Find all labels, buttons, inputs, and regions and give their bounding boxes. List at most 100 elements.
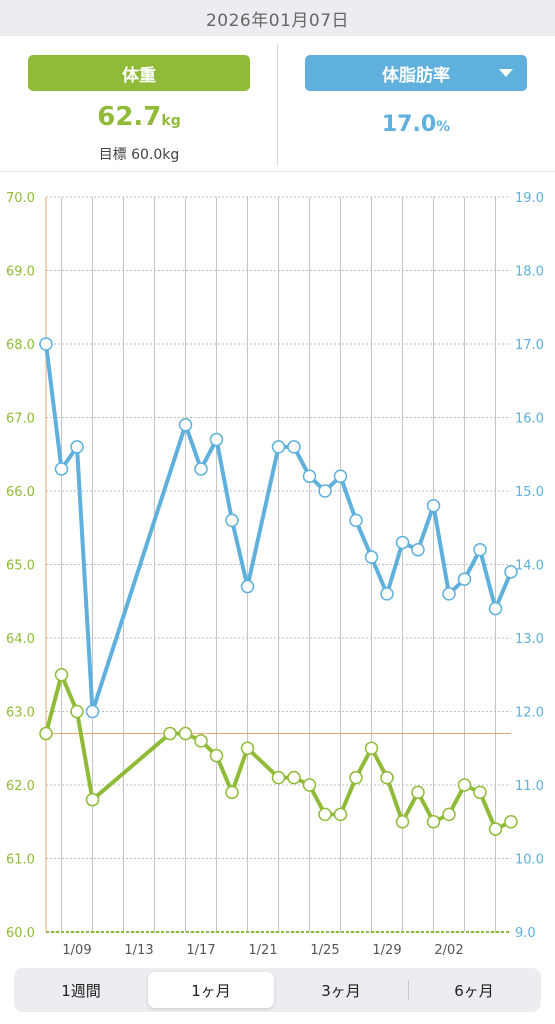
x-tick-label: 1/13 <box>124 943 153 958</box>
body-fat-data-point <box>240 579 255 594</box>
weight-data-point <box>488 822 503 836</box>
weight-data-point <box>395 815 410 829</box>
body-fat-data-point <box>39 337 53 351</box>
weight-data-point <box>426 815 441 829</box>
body-fat-data-point <box>473 543 487 557</box>
weight-bodyfat-chart[interactable]: 60.0 61.0 62.0 63.0 64.0 65.0 66.0 67.0 68.0 69.0… <box>0 172 555 962</box>
y-left-tick-label: 61.0 <box>6 853 35 868</box>
y-right-tick-label: 14.0 <box>515 559 544 574</box>
body-fat-data-point <box>194 462 208 476</box>
body-fat-unit: % <box>436 119 451 135</box>
body-fat-data-point <box>488 601 503 616</box>
tab-3-months[interactable]: 3ヶ月 <box>278 972 404 1008</box>
y-left-tick-label: 63.0 <box>6 706 35 721</box>
weight-data-point <box>271 770 286 785</box>
body-fat-data-point <box>85 704 100 719</box>
y-left-tick-label: 62.0 <box>6 779 35 794</box>
body-fat-data-point <box>302 469 317 484</box>
y-left-tick-label: 69.0 <box>6 265 35 280</box>
tab-separator <box>408 980 409 1000</box>
body-fat-data-point <box>442 587 456 601</box>
weight-data-point <box>194 734 208 748</box>
weight-data-point <box>380 770 394 785</box>
tab-label: 6ヶ月 <box>454 981 494 1000</box>
x-tick-label: 1/17 <box>186 943 215 958</box>
y-right-tick-label: 17.0 <box>515 338 544 353</box>
y-left-tick-label: 60.0 <box>6 926 35 941</box>
period-segmented-control: 1週間 1ヶ月 3ヶ月 6ヶ月 <box>14 968 541 1012</box>
y-left-tick-label: 65.0 <box>6 559 35 574</box>
weight-data-point <box>364 741 379 755</box>
metrics-panel: 体重 62.7kg 目標 60.0kg 体脂肪率 17.0% <box>0 36 555 172</box>
tab-label: 1週間 <box>61 981 101 1000</box>
date-label: 2026年01月07日 <box>205 10 350 31</box>
weight-label: 体重 <box>122 65 156 86</box>
tab-label: 3ヶ月 <box>321 981 361 1000</box>
tab-6-months[interactable]: 6ヶ月 <box>411 972 537 1008</box>
body-fat-data-point <box>178 418 193 432</box>
weight-data-point <box>39 726 53 741</box>
body-fat-data-point <box>70 440 84 454</box>
body-fat-data-point <box>54 462 69 476</box>
weight-data-point <box>163 726 177 741</box>
x-tick-label: 1/09 <box>62 943 91 958</box>
weight-data-point <box>333 807 348 822</box>
dropdown-triangle-icon <box>499 69 513 77</box>
y-right-tick-label: 12.0 <box>515 706 544 721</box>
x-tick-label: 1/25 <box>310 943 339 958</box>
y-right-tick-label: 16.0 <box>515 412 544 427</box>
y-right-tick-label: 9.0 <box>515 926 536 941</box>
weight-data-point <box>178 726 193 741</box>
weight-tab-button[interactable]: 体重 <box>28 55 250 91</box>
weight-data-point <box>318 807 332 822</box>
y-right-tick-label: 19.0 <box>515 191 544 206</box>
weight-data-point <box>240 741 255 755</box>
y-right-tick-label: 13.0 <box>515 632 544 647</box>
body-fat-data-point <box>411 543 425 557</box>
body-fat-data-point <box>349 513 363 528</box>
body-fat-data-point <box>364 550 379 564</box>
body-fat-data-point <box>504 565 518 579</box>
body-fat-number: 17.0 <box>381 112 437 137</box>
x-tick-label: 1/29 <box>372 943 401 958</box>
y-left-tick-label: 66.0 <box>6 485 35 500</box>
y-left-tick-label: 70.0 <box>6 191 35 206</box>
weight-data-point <box>225 785 239 800</box>
y-left-tick-label: 64.0 <box>6 632 35 647</box>
body-fat-data-point <box>271 440 286 454</box>
y-left-tick-label: 67.0 <box>6 412 35 427</box>
body-fat-data-point <box>225 513 239 528</box>
x-tick-label: 2/02 <box>434 943 463 958</box>
body-fat-data-point <box>426 498 441 513</box>
weight-data-point <box>457 778 472 792</box>
y-right-tick-label: 10.0 <box>515 853 544 868</box>
x-tick-label: 1/21 <box>248 943 277 958</box>
metrics-divider <box>277 44 278 166</box>
body-fat-value: 17.0% <box>305 112 527 137</box>
tab-1-week[interactable]: 1週間 <box>18 972 144 1008</box>
weight-data-point <box>473 785 487 800</box>
body-fat-data-point <box>318 484 332 498</box>
y-left-tick-label: 68.0 <box>6 338 35 353</box>
weight-data-point <box>411 785 425 800</box>
weight-data-point <box>70 704 84 719</box>
weight-data-point <box>349 770 363 785</box>
body-fat-data-point <box>395 535 410 550</box>
tab-1-month[interactable]: 1ヶ月 <box>148 972 274 1008</box>
y-right-tick-label: 15.0 <box>515 485 544 500</box>
weight-data-point <box>442 807 456 822</box>
y-right-tick-label: 18.0 <box>515 265 544 280</box>
body-fat-data-point <box>333 469 348 484</box>
weight-value: 62.7kg <box>28 102 250 132</box>
date-header[interactable]: 2026年01月07日 <box>0 0 555 36</box>
body-fat-label: 体脂肪率 <box>382 65 450 86</box>
weight-number: 62.7 <box>97 102 162 132</box>
weight-data-point <box>209 748 224 763</box>
body-fat-dropdown-button[interactable]: 体脂肪率 <box>305 55 527 91</box>
goal-weight-text: 目標 60.0kg <box>98 147 180 163</box>
y-right-tick-label: 11.0 <box>515 779 544 794</box>
weight-data-point <box>85 792 100 807</box>
body-fat-data-point <box>209 432 224 447</box>
weight-data-point <box>302 778 317 792</box>
weight-data-point <box>54 668 69 682</box>
